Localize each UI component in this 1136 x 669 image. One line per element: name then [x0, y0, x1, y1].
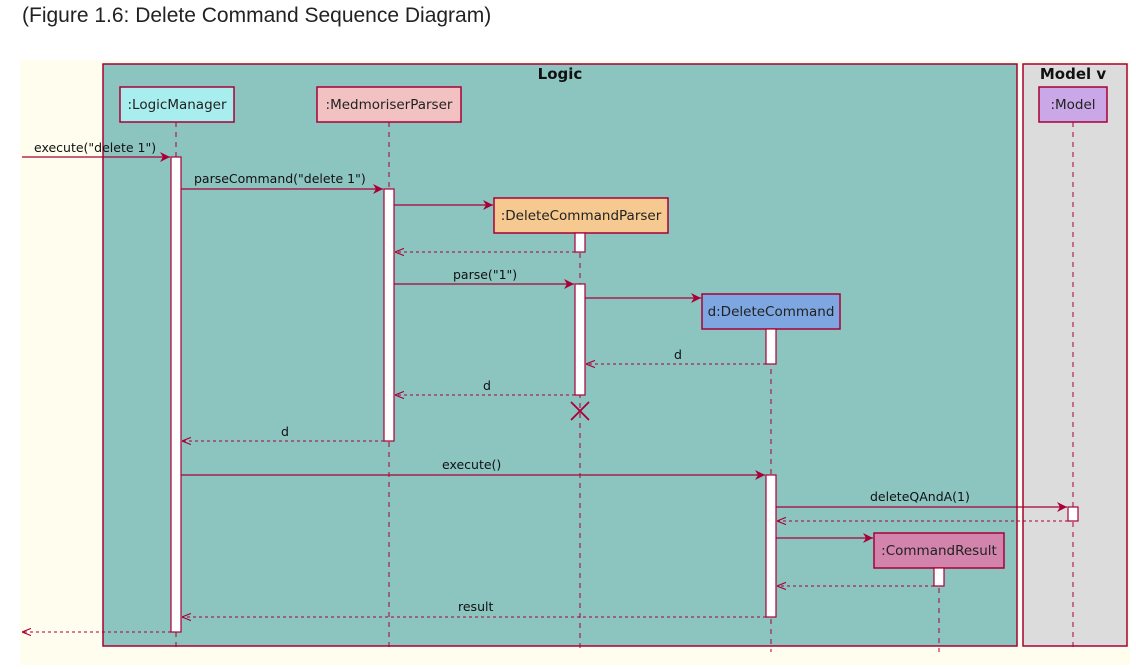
participant-logic-manager-label: :LogicManager: [127, 97, 226, 113]
participant-model-label: :Model: [1050, 97, 1095, 113]
model-group: [1022, 63, 1128, 647]
message-9-label: result: [458, 599, 493, 614]
message-4-label: d: [674, 347, 682, 362]
participant-parser-label: :MedmoriserParser: [326, 97, 453, 113]
activation-delete-parser-2: [574, 283, 586, 396]
activation-delete-command-2: [765, 474, 777, 618]
participant-model: [1038, 86, 1108, 123]
message-5-label: d: [483, 378, 491, 393]
activation-model: [1067, 506, 1079, 522]
participant-command-result: [873, 532, 1005, 569]
participant-command-result-label: :CommandResult: [881, 543, 997, 559]
figure-caption: (Figure 1.6: Delete Command Sequence Dia…: [22, 4, 492, 27]
participant-delete-command-label: d:DeleteCommand: [708, 304, 835, 320]
participant-parser: [316, 86, 462, 123]
activation-parser: [383, 188, 395, 442]
message-8-label: deleteQAndA(1): [870, 489, 970, 504]
activation-logic-manager: [170, 156, 182, 633]
message-7-label: execute(): [442, 457, 501, 472]
activation-delete-command-1: [765, 328, 777, 365]
message-6-label: d: [281, 424, 289, 439]
message-2-label: parseCommand("delete 1"): [194, 171, 366, 186]
message-3-label: parse("1"): [453, 267, 517, 282]
model-group-label: Model v: [1040, 65, 1107, 83]
participant-delete-parser: [493, 197, 669, 234]
message-1-label: execute("delete 1"): [34, 140, 156, 155]
participant-delete-command: [701, 293, 841, 330]
activation-delete-parser-1: [574, 232, 586, 253]
activation-command-result: [933, 567, 945, 587]
participant-logic-manager: [119, 86, 235, 123]
participant-delete-parser-label: :DeleteCommandParser: [501, 208, 662, 224]
logic-group: [102, 63, 1018, 647]
logic-group-label: Logic: [538, 65, 583, 83]
destroy-marker: [570, 401, 590, 421]
